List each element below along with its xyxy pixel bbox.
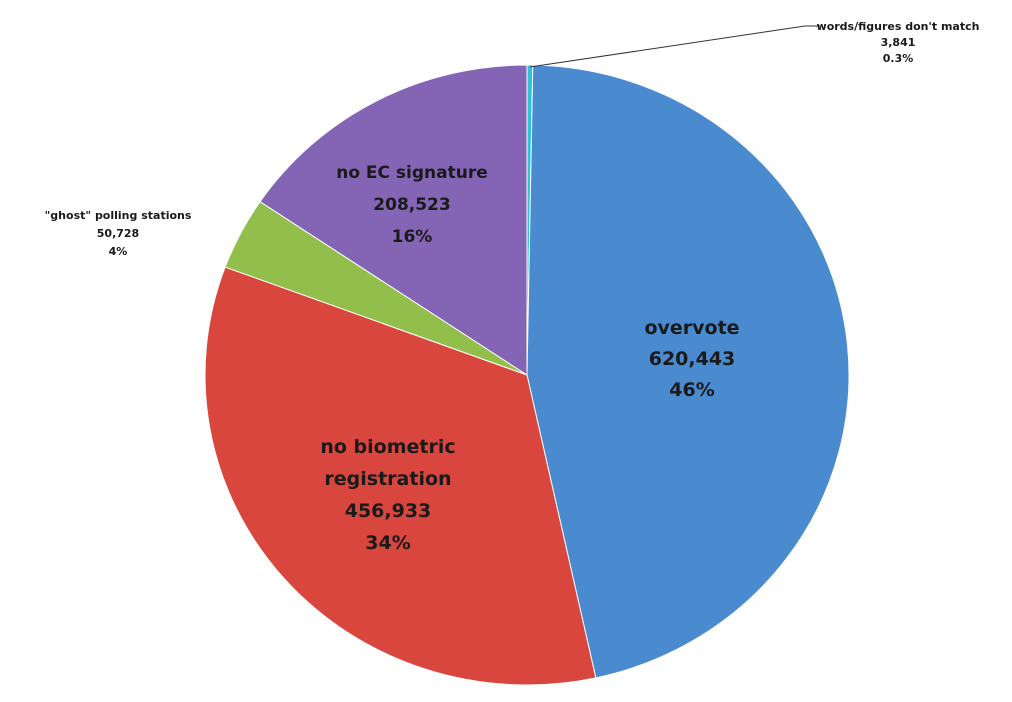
- slice-name-text: no biometric: [320, 436, 455, 458]
- slice-percent-text: 46%: [669, 379, 714, 401]
- slice-name-text: "ghost" polling stations: [45, 209, 192, 222]
- slice-value-text: 456,933: [345, 500, 432, 522]
- slice-percent-text: 4%: [109, 245, 128, 258]
- slice-label-no-biometric-registration: no biometric registration 456,933 34%: [320, 436, 455, 554]
- slice-name-text: registration: [324, 468, 451, 490]
- pie-slice-overvote: [526, 64, 850, 679]
- slice-percent-text: 16%: [392, 227, 433, 247]
- slice-value-text: 50,728: [97, 227, 139, 240]
- slice-name-text: words/figures don't match: [817, 20, 980, 33]
- pie-slice-no-ec-signature: [259, 64, 528, 376]
- pie-slice-no-biometric-registration: [204, 266, 597, 686]
- pie-slices: [204, 64, 850, 686]
- slice-percent-text: 34%: [365, 532, 410, 554]
- slice-name-text: no EC signature: [336, 163, 488, 183]
- slice-label-overvote: overvote 620,443 46%: [644, 317, 739, 401]
- leader-line-words-figures-don-t-match: [529, 25, 820, 68]
- slice-value-text: 620,443: [649, 348, 736, 370]
- slice-name-text: overvote: [644, 317, 739, 339]
- slice-label-no-ec-signature: no EC signature 208,523 16%: [336, 163, 488, 247]
- slice-label-words-figures-don-t-match: words/figures don't match 3,841 0.3%: [817, 20, 980, 65]
- slice-value-text: 208,523: [373, 195, 450, 215]
- pie-labels: words/figures don't match 3,841 0.3% overvo…: [45, 20, 980, 554]
- slice-value-text: 3,841: [881, 36, 916, 49]
- slice-label-ghost-polling-stations: "ghost" polling stations 50,728 4%: [45, 209, 192, 258]
- slice-percent-text: 0.3%: [883, 52, 914, 65]
